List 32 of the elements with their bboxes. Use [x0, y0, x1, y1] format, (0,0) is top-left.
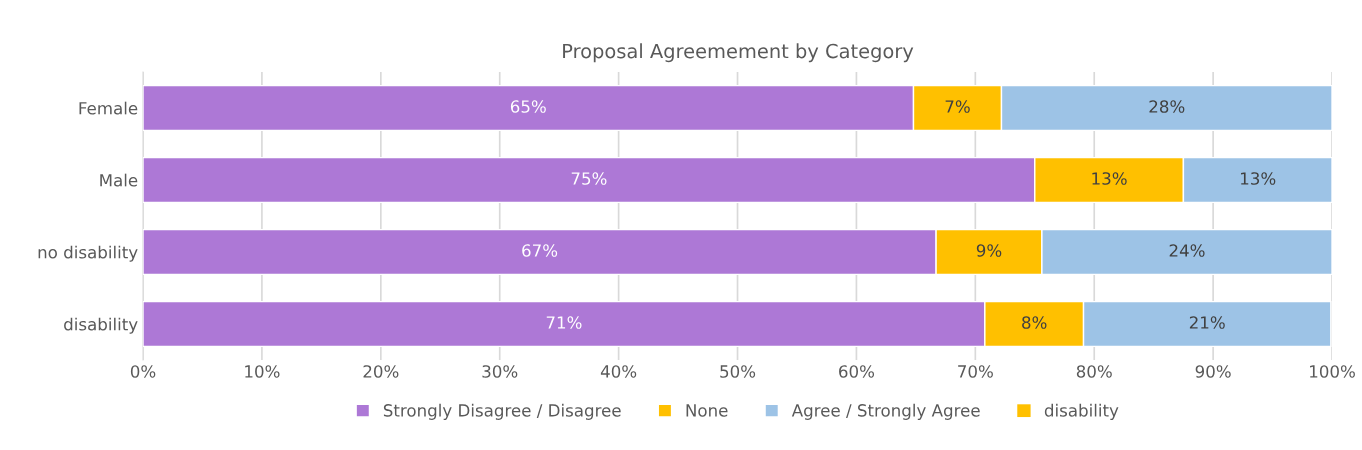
x-tick-label: 30%: [482, 365, 518, 378]
x-tick-label: 0%: [130, 365, 156, 378]
x-tick-label: 10%: [245, 365, 280, 378]
data-label: 8%: [1022, 316, 1047, 329]
x-tick-label: 70%: [958, 365, 993, 378]
data-label: 28%: [1149, 100, 1185, 113]
y-tick-label: Male: [100, 173, 138, 187]
legend-label: disability: [1044, 403, 1119, 420]
x-tick-label: 60%: [839, 365, 875, 378]
chart-title: Proposal Agreemement by Category: [563, 43, 914, 63]
x-tick-label: 100%: [1310, 365, 1355, 378]
y-tick-label: Female: [79, 101, 138, 115]
data-label: 13%: [1241, 172, 1276, 185]
x-tick-label: 80%: [1076, 365, 1112, 378]
data-label: 67%: [522, 244, 558, 257]
legend-label: Strongly Disagree / Disagree: [383, 403, 621, 420]
data-label: 24%: [1169, 244, 1205, 257]
data-label: 21%: [1189, 316, 1225, 329]
y-tick-label: disability: [64, 317, 138, 334]
data-label: 71%: [546, 316, 582, 329]
y-tick-label: no disability: [38, 245, 138, 262]
x-tick-label: 20%: [363, 365, 399, 378]
data-label: 9%: [976, 244, 1002, 257]
x-tick-label: 50%: [720, 365, 756, 378]
x-tick-label: 40%: [600, 365, 637, 378]
data-label: 13%: [1092, 172, 1127, 185]
data-label: 65%: [510, 100, 546, 113]
x-tick-label: 90%: [1195, 365, 1231, 378]
data-label: 75%: [571, 172, 607, 185]
data-label: 7%: [945, 100, 970, 113]
legend-label: None: [686, 404, 728, 417]
legend-label: Agree / Strongly Agree: [791, 403, 980, 420]
